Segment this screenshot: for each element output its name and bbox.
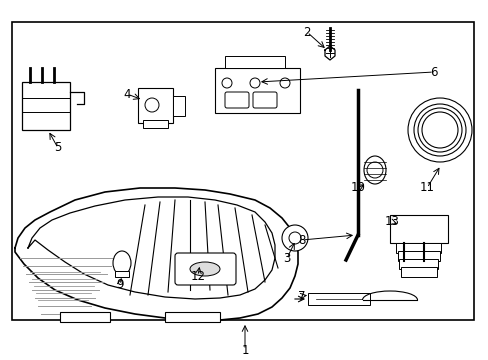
Circle shape xyxy=(249,78,260,88)
Circle shape xyxy=(222,78,231,88)
Circle shape xyxy=(421,112,457,148)
FancyBboxPatch shape xyxy=(224,92,248,108)
Text: 5: 5 xyxy=(54,141,61,154)
FancyBboxPatch shape xyxy=(252,92,276,108)
Text: 2: 2 xyxy=(303,26,310,39)
Bar xyxy=(400,267,436,277)
Text: 11: 11 xyxy=(419,181,434,194)
Ellipse shape xyxy=(113,251,131,275)
Text: 9: 9 xyxy=(116,279,123,292)
Bar xyxy=(224,56,285,68)
Bar xyxy=(60,312,110,322)
Bar xyxy=(138,88,173,123)
Bar xyxy=(395,243,440,253)
Text: 7: 7 xyxy=(298,289,305,302)
Bar xyxy=(307,293,369,305)
Circle shape xyxy=(413,104,465,156)
Bar xyxy=(398,259,437,269)
Bar xyxy=(389,215,447,243)
Ellipse shape xyxy=(190,262,220,276)
Circle shape xyxy=(282,225,307,251)
Ellipse shape xyxy=(363,156,385,184)
Bar xyxy=(12,22,473,320)
Text: 12: 12 xyxy=(190,270,205,283)
Circle shape xyxy=(145,98,159,112)
Bar xyxy=(173,96,184,116)
Text: 10: 10 xyxy=(350,181,365,194)
Text: 4: 4 xyxy=(123,87,130,100)
Text: 6: 6 xyxy=(429,66,437,78)
Circle shape xyxy=(280,78,289,88)
Circle shape xyxy=(288,232,301,244)
Bar xyxy=(164,312,220,322)
Text: 1: 1 xyxy=(241,343,248,356)
Bar xyxy=(397,251,439,261)
Circle shape xyxy=(417,108,461,152)
Text: 8: 8 xyxy=(298,234,305,247)
Bar xyxy=(115,271,129,277)
Text: 13: 13 xyxy=(384,216,399,229)
Bar xyxy=(142,120,168,128)
FancyBboxPatch shape xyxy=(175,253,236,285)
Circle shape xyxy=(366,162,382,178)
Bar xyxy=(22,82,70,130)
Circle shape xyxy=(407,98,471,162)
Bar xyxy=(215,68,299,113)
Text: 3: 3 xyxy=(283,252,290,265)
